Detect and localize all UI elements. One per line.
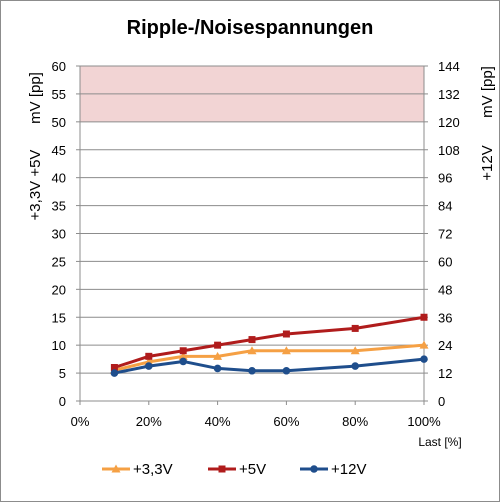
series-line — [113, 315, 425, 369]
data-point — [420, 355, 428, 363]
legend-label: +5V — [239, 461, 266, 478]
y-axis-left-unit-label: mV [pp] — [27, 72, 44, 124]
data-point — [282, 366, 291, 375]
data-point — [419, 340, 429, 349]
data-point — [214, 341, 222, 349]
data-point — [281, 346, 291, 355]
legend-swatch-marker — [218, 465, 226, 473]
data-point — [213, 351, 223, 360]
y-right-tick-label: 132 — [438, 87, 460, 102]
data-point — [420, 313, 428, 321]
y-left-tick-label: 30 — [52, 227, 66, 242]
data-point — [351, 324, 359, 332]
legend-item-33v: +3,3V — [102, 461, 173, 478]
series-12v — [110, 355, 428, 377]
x-tick-label: 0% — [71, 414, 90, 429]
series-layer — [109, 313, 429, 377]
y-left-tick-label: 60 — [52, 59, 66, 74]
x-tick-label: 40% — [205, 414, 231, 429]
y-axis-left-rail-label: +3,3V +5V — [27, 150, 44, 221]
y-left-tick-label: 35 — [52, 199, 66, 214]
y-left-tick-label: 40 — [52, 171, 66, 186]
data-point — [179, 347, 187, 355]
x-tick-label: 60% — [273, 414, 299, 429]
y-right-tick-label: 72 — [438, 227, 452, 242]
y-right-tick-label: 24 — [438, 338, 452, 353]
y-left-tick-label: 50 — [52, 115, 66, 130]
data-point — [110, 369, 119, 377]
y-axis-right-rail-label: +12V — [479, 145, 496, 180]
data-point — [179, 357, 187, 366]
legend-label: +12V — [331, 461, 366, 478]
y-axis-right-unit-label: mV [pp] — [479, 66, 496, 118]
y-left-tick-label: 15 — [52, 310, 66, 325]
y-left-tick-label: 45 — [52, 143, 66, 158]
y-left-tick-label: 25 — [52, 254, 66, 269]
data-point — [145, 352, 153, 360]
y-right-tick-label: 144 — [438, 59, 460, 74]
y-right-tick-label: 36 — [438, 310, 452, 325]
y-left-tick-label: 55 — [52, 87, 66, 102]
tick-labels: 0 5 10 15 20 25 30 35 40 45 50 55 60 0 12 24 36 48 60 72 84 9… — [52, 59, 460, 429]
legend-item-12v: +12V — [300, 461, 366, 478]
y-right-tick-label: 108 — [438, 143, 460, 158]
series-5v — [110, 313, 428, 371]
axes — [76, 65, 428, 405]
y-right-tick-label: 96 — [438, 171, 452, 186]
y-left-tick-label: 5 — [59, 366, 66, 381]
y-right-tick-label: 12 — [438, 366, 452, 381]
x-tick-label: 80% — [342, 414, 368, 429]
data-point — [248, 336, 256, 344]
y-right-tick-label: 120 — [438, 115, 460, 130]
data-point — [213, 364, 222, 373]
data-point — [351, 362, 360, 370]
data-point — [178, 351, 188, 360]
series-line — [114, 343, 425, 372]
series-line — [114, 357, 425, 375]
data-point — [145, 362, 153, 370]
legend-label: +3,3V — [133, 461, 173, 478]
y-left-tick-label: 0 — [59, 394, 66, 409]
legend: +3,3V +5V +12V — [102, 461, 366, 478]
data-point — [110, 364, 118, 371]
legend-swatch-marker — [111, 464, 121, 473]
y-right-tick-label: 60 — [438, 254, 452, 269]
data-point — [350, 346, 360, 355]
series-33v — [109, 340, 429, 374]
y-right-tick-label: 84 — [438, 199, 452, 214]
chart-title: Ripple-/Noisespannungen — [127, 17, 374, 39]
data-point — [282, 330, 290, 338]
y-left-tick-label: 20 — [52, 282, 66, 297]
data-point — [247, 346, 257, 355]
legend-item-5v: +5V — [208, 461, 266, 478]
x-tick-label: 100% — [407, 414, 441, 429]
data-point — [248, 366, 256, 375]
x-axis-label: Last [%] — [418, 435, 461, 449]
legend-swatch-marker — [310, 465, 318, 473]
gridlines — [80, 65, 424, 402]
x-tick-label: 20% — [136, 414, 162, 429]
y-left-tick-label: 10 — [52, 338, 66, 353]
y-right-tick-label: 48 — [438, 282, 452, 297]
y-right-tick-label: 0 — [438, 394, 445, 409]
